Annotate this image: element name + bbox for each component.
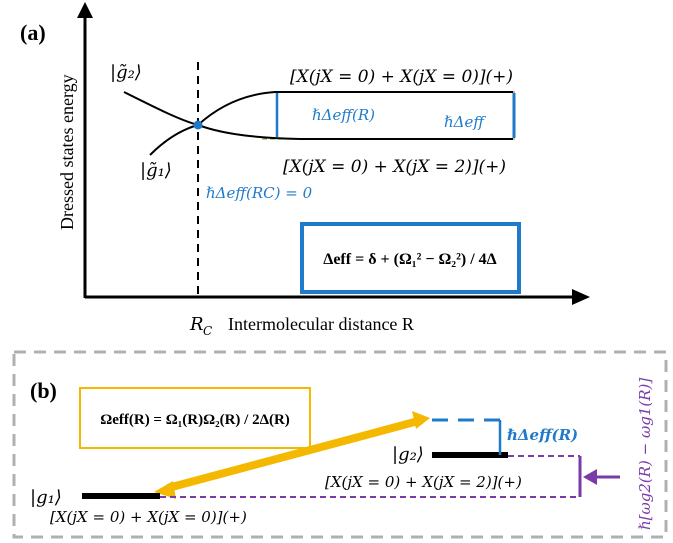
rc-label: R <box>189 314 204 335</box>
coupling-arrow-head-left <box>154 481 176 499</box>
state-g2-label: |g̃₂⟩ <box>110 62 142 83</box>
lower-asymptote-label: [X(jX = 0) + X(jX = 2)](+) <box>283 157 506 177</box>
upper-dressed-curve <box>197 91 513 126</box>
x-axis-arrowhead <box>572 289 590 305</box>
rc-sub: C <box>203 324 212 338</box>
state-g1-b-label: |g₁⟩ <box>30 487 62 508</box>
coupling-arrow-head-right <box>412 411 430 429</box>
coupling-arrow-line <box>166 416 424 492</box>
upper-asymptote-label: [X(jX = 0) + X(jX = 0)](+) <box>290 67 513 87</box>
state-g2-b-label: |g₂⟩ <box>392 444 424 465</box>
panel-b-frame <box>12 350 668 539</box>
panel-b: (b) Ωeff(R) = Ω₁(R)Ω₂(R) / 2Δ(R) |g₁⟩ |g… <box>12 350 668 539</box>
state-g1-label: |g̃₁⟩ <box>140 160 172 181</box>
lower-left-branch <box>149 124 199 156</box>
omega-box <box>79 387 311 449</box>
g1-config-label: [X(jX = 0) + X(jX = 0)](+) <box>50 508 247 526</box>
crossing-point <box>193 120 203 130</box>
g2-config-label: [X(jX = 0) + X(jX = 2)](+) <box>325 473 522 491</box>
formula-box <box>300 222 521 294</box>
x-axis-label: Intermolecular distance R <box>228 314 414 334</box>
panel-a-label: (a) <box>20 20 46 45</box>
panel-a: (a) Dressed states energy |g̃₂⟩ |g̃₁⟩ [X… <box>20 2 590 338</box>
formula-text: Δeff = δ + (Ω₁² − Ω₂²) / 4Δ <box>323 251 496 268</box>
y-axis-arrowhead <box>77 2 93 18</box>
delta-eff-b-label: ℏΔeff(R) <box>507 426 578 444</box>
panel-b-label: (b) <box>30 378 57 403</box>
delta-r-label: ℏΔeff(R) <box>312 106 375 124</box>
delta-label: ℏΔeff <box>444 113 486 131</box>
y-axis-label: Dressed states energy <box>57 74 77 230</box>
vertical-gap-label: ℏ[ωg2(R) − ωg1(R)] <box>636 378 654 530</box>
omega-formula: Ωeff(R) = Ω₁(R)Ω₂(R) / 2Δ(R) <box>100 412 290 428</box>
delta-rc-label: ℏΔeff(RC) = 0 <box>206 184 313 202</box>
gap-pointer-head <box>583 469 597 485</box>
